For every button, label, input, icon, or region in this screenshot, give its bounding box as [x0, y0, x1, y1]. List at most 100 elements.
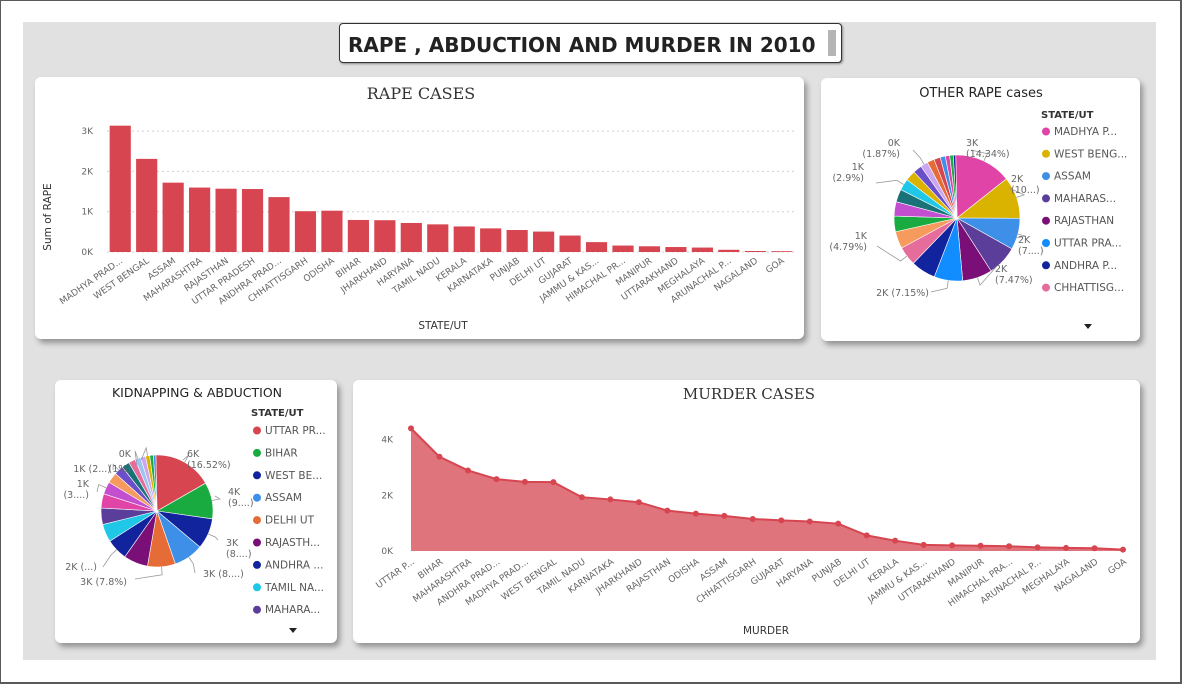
rape-cases-card[interactable]: RAPE CASES Sum of RAPE STATE/UT 0K 1K 2K 3K… [35, 77, 804, 339]
murder-data-point[interactable] [721, 512, 728, 519]
legend-item[interactable]: RAJASTH... [265, 537, 320, 549]
rape-bar[interactable] [268, 197, 290, 252]
rape-bar[interactable] [691, 247, 713, 252]
legend-item[interactable]: UTTAR PRA... [1054, 238, 1122, 250]
legend-item[interactable]: MAHARAS... [1054, 193, 1116, 205]
legend-scroll-down-icon[interactable] [289, 628, 297, 633]
murder-data-point[interactable] [1091, 545, 1098, 552]
rape-bar[interactable] [321, 210, 343, 252]
murder-data-point[interactable] [550, 479, 557, 486]
murder-chart-title: MURDER CASES [683, 385, 815, 403]
murder-x-tick: ODISHA [667, 557, 702, 586]
legend-item[interactable]: DELHI UT [265, 515, 315, 527]
murder-data-point[interactable] [977, 542, 984, 549]
murder-data-point[interactable] [949, 542, 956, 549]
murder-data-point[interactable] [635, 499, 642, 506]
rape-y-tick: 1K [81, 208, 94, 218]
murder-data-point[interactable] [1063, 544, 1070, 551]
rape-bar[interactable] [347, 219, 369, 252]
other-rape-card[interactable]: OTHER RAPE cases STATE/UT MADHYA P... WES… [821, 78, 1140, 341]
kidnapping-chart: KIDNAPPING & ABDUCTION STATE/UT UTTAR PR… [63, 385, 326, 633]
murder-data-point[interactable] [749, 515, 756, 522]
murder-data-point[interactable] [806, 518, 813, 525]
legend-item[interactable]: ANDHRA P... [1054, 260, 1117, 272]
rape-bar[interactable] [559, 235, 581, 252]
legend-item[interactable]: ANDHRA ... [265, 559, 323, 571]
rape-bar[interactable] [718, 249, 740, 252]
rape-bar[interactable] [771, 251, 793, 252]
murder-series-line [410, 427, 1124, 551]
murder-data-point[interactable] [1006, 543, 1013, 550]
rape-bar[interactable] [136, 158, 158, 252]
pie-data-label-pct: (16.52%) [187, 460, 231, 471]
murder-data-point[interactable] [493, 476, 500, 483]
kidnapping-card[interactable]: KIDNAPPING & ABDUCTION STATE/UT UTTAR PR… [55, 380, 337, 643]
murder-data-point[interactable] [692, 510, 699, 517]
murder-cases-card[interactable]: MURDER CASES MURDER 0K 2K 4K UTTAR P... BIH… [353, 380, 1140, 643]
legend-marker [253, 538, 261, 547]
legend-item[interactable]: WEST BENG... [1054, 148, 1127, 160]
rape-bar[interactable] [294, 211, 317, 252]
legend-scroll-down-icon[interactable] [1084, 324, 1092, 329]
murder-data-point[interactable] [464, 467, 471, 474]
pie-slice[interactable] [153, 454, 158, 512]
pie-data-label: 2K [1018, 235, 1031, 246]
pie-data-label: 2K (...) [65, 562, 97, 573]
pie-data-label: 1K [852, 162, 865, 173]
pie-data-label: 1K [77, 479, 90, 490]
rape-bar[interactable] [533, 231, 555, 252]
legend-marker [1042, 172, 1050, 181]
rape-bar[interactable] [162, 182, 184, 252]
legend-item[interactable]: TAMIL NA... [264, 582, 324, 594]
legend-item[interactable]: MAHARA... [265, 604, 320, 616]
rape-bar[interactable] [109, 125, 131, 252]
kidnapping-legend-title: STATE/UT [251, 408, 304, 419]
legend-item[interactable]: RAJASTHAN [1054, 215, 1114, 227]
rape-chart-title: RAPE CASES [367, 84, 476, 103]
legend-item[interactable]: WEST BE... [265, 470, 322, 482]
rape-bar[interactable] [585, 242, 608, 252]
murder-data-point[interactable] [408, 425, 414, 432]
rape-bar[interactable] [427, 224, 449, 252]
rape-bar[interactable] [665, 247, 687, 252]
murder-x-tick: UTTAR P... [374, 557, 416, 591]
murder-data-point[interactable] [607, 496, 614, 503]
rape-bar[interactable] [215, 188, 237, 252]
report-title-box[interactable]: RAPE , ABDUCTION AND MURDER IN 2010 [339, 23, 842, 63]
pie-slice[interactable] [952, 154, 958, 219]
legend-item[interactable]: UTTAR PR... [265, 425, 326, 437]
rape-bar[interactable] [638, 246, 661, 252]
murder-data-point[interactable] [664, 507, 671, 514]
rape-bar[interactable] [506, 229, 528, 252]
legend-item[interactable]: ASSAM [265, 492, 302, 504]
legend-item[interactable]: CHHATTISG... [1054, 282, 1124, 294]
legend-item[interactable]: ASSAM [1054, 171, 1091, 183]
murder-data-point[interactable] [521, 478, 528, 485]
rape-bar[interactable] [612, 245, 634, 252]
murder-data-point[interactable] [863, 532, 870, 539]
murder-data-point[interactable] [920, 541, 927, 548]
legend-item[interactable]: BIHAR [265, 447, 298, 459]
murder-data-point[interactable] [835, 520, 842, 527]
legend-marker [253, 583, 261, 592]
rape-bar[interactable] [374, 220, 396, 252]
murder-data-point[interactable] [436, 453, 443, 460]
rape-bar[interactable] [480, 228, 502, 252]
rape-bar[interactable] [189, 187, 211, 252]
rape-bar[interactable] [400, 222, 422, 252]
murder-data-point[interactable] [1120, 546, 1126, 553]
murder-data-point[interactable] [578, 494, 585, 501]
legend-marker [253, 605, 261, 614]
legend-item[interactable]: MADHYA P... [1054, 126, 1117, 138]
pie-slice[interactable] [955, 154, 1007, 219]
rape-bar[interactable] [241, 189, 264, 252]
murder-y-tick: 0K [381, 547, 394, 557]
murder-data-point[interactable] [1034, 544, 1041, 551]
rape-bar[interactable] [453, 226, 475, 252]
murder-data-point[interactable] [778, 517, 785, 524]
murder-data-point[interactable] [892, 537, 899, 544]
rape-bar[interactable] [744, 250, 766, 252]
pie-leader-line [182, 455, 189, 463]
legend-marker [253, 493, 261, 502]
